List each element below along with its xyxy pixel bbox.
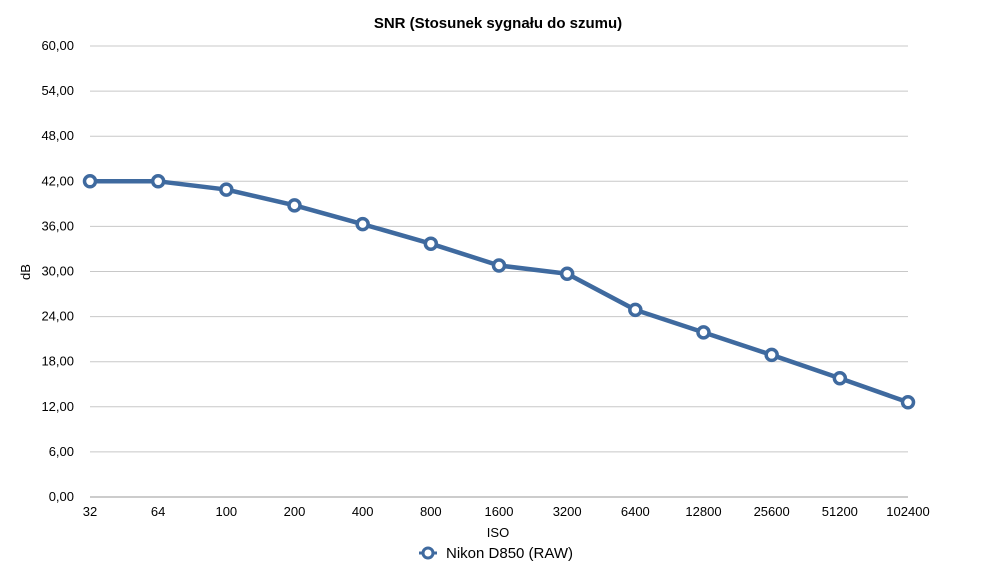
- legend: Nikon D850 (RAW): [419, 545, 573, 562]
- data-point: [355, 216, 370, 232]
- x-tick-label: 102400: [886, 504, 929, 519]
- x-axis-label: ISO: [487, 525, 509, 540]
- data-point: [82, 174, 98, 189]
- data-point: [696, 325, 711, 340]
- x-tick-label: 6400: [621, 504, 650, 519]
- data-point: [900, 395, 916, 410]
- x-tick-label: 25600: [754, 504, 790, 519]
- data-point: [219, 182, 234, 197]
- y-tick-label: 12,00: [41, 399, 74, 414]
- series-layer: [82, 174, 916, 410]
- x-tick-label: 800: [420, 504, 442, 519]
- data-point: [491, 258, 507, 273]
- x-tick-label: 32: [83, 504, 97, 519]
- y-tick-label: 48,00: [41, 128, 74, 143]
- data-point: [423, 236, 439, 251]
- x-tick-label: 3200: [553, 504, 582, 519]
- x-tick-label: 400: [352, 504, 374, 519]
- chart-title: SNR (Stosunek sygnału do szumu): [374, 15, 622, 32]
- x-tick-label: 100: [215, 504, 237, 519]
- legend-marker: [421, 546, 435, 560]
- y-tick-label: 24,00: [41, 309, 74, 324]
- y-tick-label: 30,00: [41, 264, 74, 279]
- y-axis-label: dB: [18, 264, 33, 280]
- y-tick-labels: 0,00 6,00 12,00 18,00 24,00 30,00 36,00 42,00 48…: [41, 38, 74, 504]
- data-point: [764, 347, 779, 363]
- x-tick-labels: 32 64 100 200 400 800 1600 3200 6400 12800 25600 51…: [83, 504, 930, 519]
- y-tick-label: 18,00: [41, 354, 74, 369]
- x-tick-label: 1600: [485, 504, 514, 519]
- y-tick-label: 60,00: [41, 38, 74, 53]
- y-tick-label: 54,00: [41, 83, 74, 98]
- data-point: [150, 174, 166, 189]
- data-point: [628, 302, 643, 318]
- data-point: [832, 370, 848, 386]
- data-point: [287, 198, 302, 213]
- y-tick-label: 6,00: [49, 444, 74, 459]
- legend-label: Nikon D850 (RAW): [446, 545, 573, 562]
- y-tick-label: 0,00: [49, 489, 74, 504]
- x-tick-label: 200: [284, 504, 306, 519]
- x-tick-label: 12800: [685, 504, 721, 519]
- data-point: [559, 266, 575, 282]
- x-tick-label: 64: [151, 504, 165, 519]
- x-tick-label: 51200: [822, 504, 858, 519]
- y-tick-label: 42,00: [41, 173, 74, 188]
- y-tick-label: 36,00: [41, 218, 74, 233]
- series-line: [87, 179, 911, 405]
